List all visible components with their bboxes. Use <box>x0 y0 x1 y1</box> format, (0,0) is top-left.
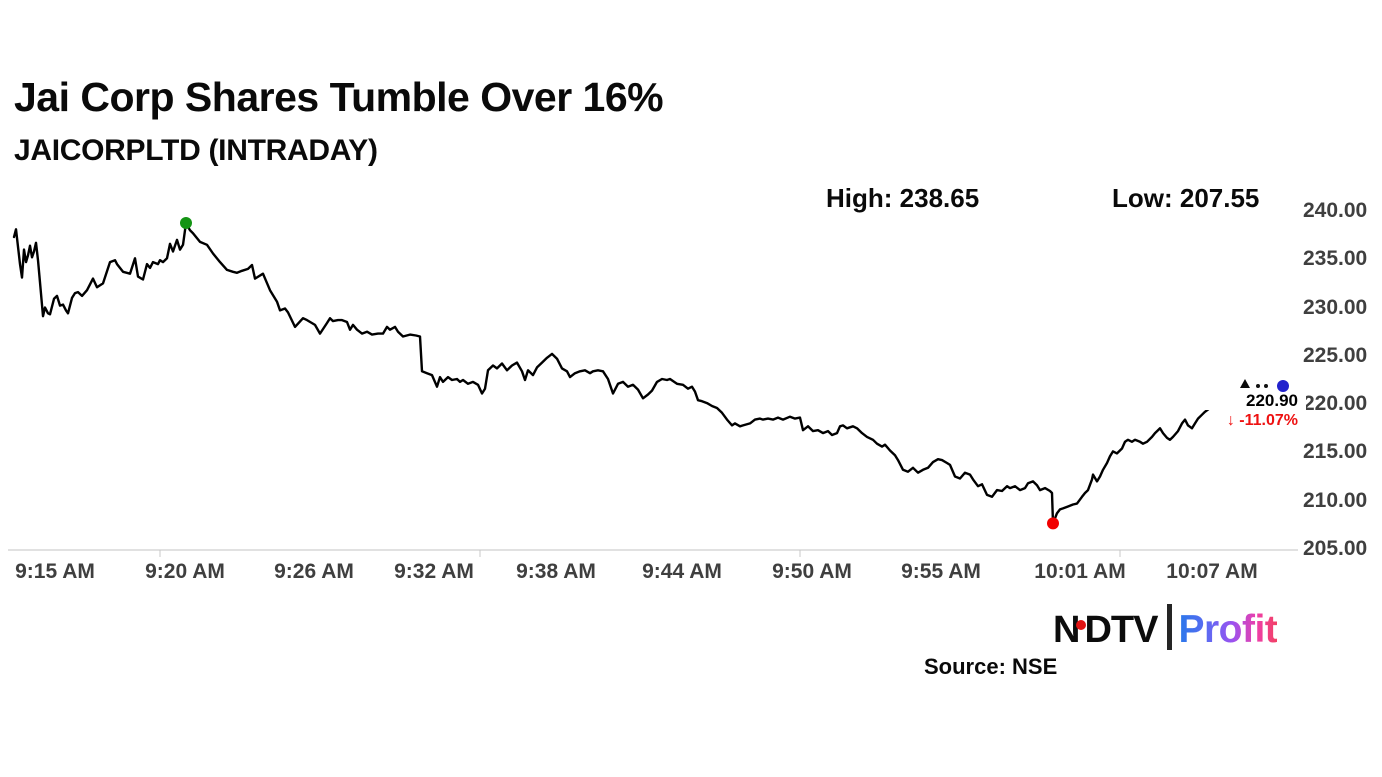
source-label: Source: NSE <box>924 654 1058 679</box>
y-axis-label: 230.00 <box>1303 295 1368 319</box>
x-axis-label: 9:26 AM <box>274 560 354 583</box>
y-axis-label: 205.00 <box>1303 537 1368 560</box>
profit-wordmark: Profit <box>1178 608 1278 651</box>
trail-dot-icon <box>1256 384 1260 388</box>
y-axis-label: 240.00 <box>1303 199 1368 222</box>
y-axis-label: 235.00 <box>1303 247 1368 271</box>
y-axis-label: 220.00 <box>1303 392 1368 416</box>
y-axis-label: 215.00 <box>1303 440 1368 464</box>
y-axis-label: 210.00 <box>1303 488 1368 512</box>
ndtv-profit-logo: N DTV Profit <box>1053 604 1278 652</box>
ndtv-red-dot-icon <box>1076 620 1087 630</box>
low-marker-dot <box>1047 517 1059 530</box>
last-price-marker-row <box>1196 377 1306 392</box>
change-percent-label: ↓ -11.07% <box>1196 410 1306 430</box>
x-axis-label: 9:50 AM <box>772 560 852 583</box>
logo-separator <box>1167 604 1173 650</box>
x-axis-label: 10:07 AM <box>1166 560 1258 583</box>
last-price-label: 220.90 <box>1196 390 1306 410</box>
x-axis-label: 9:38 AM <box>516 560 596 583</box>
low-value-label: Low: 207.55 <box>1112 183 1260 213</box>
x-axis-label: 9:55 AM <box>901 560 981 583</box>
ndtv-wordmark: N DTV <box>1053 609 1158 651</box>
x-axis-label: 9:20 AM <box>145 560 225 583</box>
up-triangle-icon <box>1240 379 1250 388</box>
change-percent-value: -11.07% <box>1239 412 1298 429</box>
high-marker-dot <box>180 217 192 230</box>
x-axis-label: 9:44 AM <box>642 560 722 583</box>
x-axis-label: 9:32 AM <box>394 560 474 583</box>
series-line <box>12 221 1232 525</box>
down-arrow-icon: ↓ <box>1226 412 1235 429</box>
high-value-label: High: 238.65 <box>826 183 980 213</box>
page-title: Jai Corp Shares Tumble Over 16% <box>14 74 664 120</box>
x-axis-label: 9:15 AM <box>15 560 95 583</box>
y-axis-label: 225.00 <box>1303 343 1368 367</box>
trail-dot-icon <box>1264 384 1268 388</box>
live-price-dot-icon <box>1277 380 1289 392</box>
ticker-subtitle: JAICORPLTD (INTRADAY) <box>14 134 378 167</box>
last-price-callout: 220.90 ↓ -11.07% <box>1196 377 1306 430</box>
x-axis-label: 10:01 AM <box>1034 560 1126 583</box>
